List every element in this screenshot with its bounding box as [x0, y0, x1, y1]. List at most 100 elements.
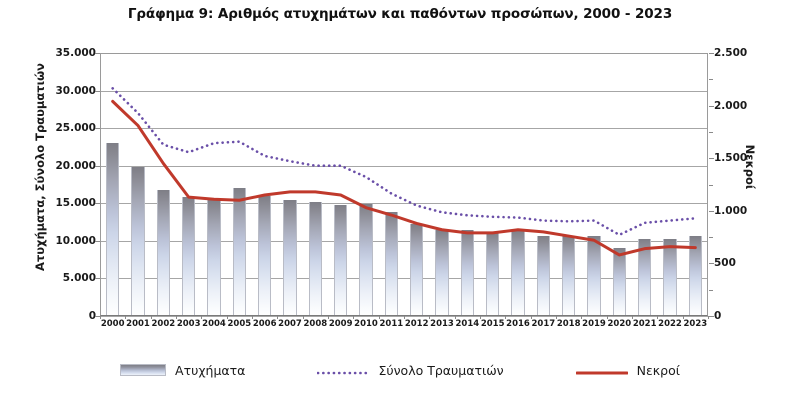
x-tick-label: 2003 [176, 319, 201, 329]
bar [258, 195, 272, 316]
y-tick-label-right: 500 [714, 257, 736, 270]
y-tick-label-left: 10.000 [55, 234, 96, 247]
gridline [100, 91, 708, 92]
y-axis-tickmarks-right [708, 53, 714, 317]
bar [156, 189, 170, 316]
bar [131, 167, 145, 316]
y-axis-tick-labels-left: 0 5.000 10.000 15.000 20.000 25.000 30.000 35.0… [52, 48, 96, 322]
x-tickmark [581, 316, 582, 319]
x-tick-label: 2015 [480, 319, 505, 329]
legend-item-synolo-travmation[interactable]: Σύνολο Τραυματιών [317, 363, 504, 378]
x-tick-label: 2000 [100, 319, 125, 329]
x-tickmark [429, 316, 430, 319]
bar [460, 230, 474, 316]
x-tick-label: 2014 [455, 319, 480, 329]
line-nekroi [111, 99, 697, 257]
y-tickmark-left [95, 278, 100, 279]
x-tick-label: 2010 [354, 319, 378, 329]
y-tickmark-right [709, 158, 714, 159]
bar [486, 231, 500, 316]
x-tickmark [607, 316, 608, 319]
bar [612, 248, 626, 316]
x-tick-label: 2007 [278, 319, 302, 329]
y-tick-label-right: 1.500 [714, 152, 748, 165]
bar-swatch-icon [120, 364, 167, 376]
x-tick-label: 2018 [556, 319, 581, 329]
legend-item-nekroi[interactable]: Νεκροί [575, 363, 680, 378]
line-synolo-travmation [111, 87, 697, 237]
x-tick-label: 2013 [430, 319, 454, 329]
bar [334, 204, 348, 316]
x-tick-label: 2020 [607, 319, 632, 329]
x-tickmark [328, 316, 329, 319]
y-tick-label-right: 1.000 [714, 204, 748, 217]
y-tickmark-left [95, 166, 100, 167]
solid-line-swatch-icon [575, 364, 629, 376]
gridline [100, 241, 708, 242]
x-tickmark [303, 316, 304, 319]
x-tick-label: 2021 [632, 319, 657, 329]
y-tick-label-left: 0 [88, 310, 96, 322]
y-minor-tickmark-right [709, 185, 713, 186]
bar [308, 201, 322, 316]
y-tick-label-left: 30.000 [55, 84, 96, 97]
x-tickmark [480, 316, 481, 319]
x-tickmark [176, 316, 177, 319]
x-tickmark [227, 316, 228, 319]
y-tickmark-right [709, 263, 714, 264]
bar [283, 199, 297, 316]
bar [536, 236, 550, 316]
y-tickmark-left [95, 316, 100, 317]
x-tickmark [252, 316, 253, 319]
dotted-line-swatch-icon [317, 364, 370, 376]
bar [511, 230, 525, 316]
y-tickmark-left [95, 91, 100, 92]
legend-label-atyximata: Ατυχήματα [175, 362, 246, 378]
x-tick-label: 2002 [151, 319, 176, 329]
y-minor-tickmark-right [709, 290, 713, 291]
line-series-layer [111, 87, 697, 257]
x-axis-tick-labels: 2000 2001 2002 2003 2004 2005 2006 2007 2008 2009… [100, 319, 708, 335]
bar [562, 235, 576, 316]
bar [384, 211, 398, 316]
legend-item-atyximata[interactable]: Ατυχήματα [120, 363, 245, 378]
y-tickmark-right [709, 211, 714, 212]
y-tick-label-left: 35.000 [55, 47, 96, 59]
y-tick-label-right: 2.500 [714, 47, 748, 59]
x-axis-tickmarks [100, 316, 709, 320]
x-tick-label: 2019 [582, 319, 606, 329]
x-tick-label: 2006 [252, 319, 277, 329]
x-tickmark [201, 316, 202, 319]
y-tickmark-left [95, 241, 100, 242]
x-tickmark [556, 316, 557, 319]
x-tickmark [277, 316, 278, 319]
bar-series-atyximata [100, 53, 708, 316]
x-tick-label: 2004 [202, 319, 226, 329]
gridline [100, 128, 708, 129]
plot-area [100, 53, 708, 317]
x-tickmark [505, 316, 506, 319]
x-tickmark [151, 316, 152, 319]
x-tickmark [632, 316, 633, 319]
y-axis-tickmarks-left [95, 53, 101, 317]
chart-legend: Ατυχήματα Σύνολο Τραυματιών Νεκροί [0, 355, 800, 385]
bar [638, 238, 652, 316]
y-minor-tickmark-right [709, 132, 713, 133]
bar [359, 204, 373, 316]
x-tickmark [379, 316, 380, 319]
x-tick-label: 2009 [328, 319, 353, 329]
plot-frame [100, 53, 708, 316]
y-tickmark-left [95, 203, 100, 204]
chart-title: Γράφημα 9: Αριθμός ατυχημάτων και παθόντ… [127, 6, 673, 22]
x-tick-label: 2017 [531, 319, 556, 329]
y-tick-label-left: 20.000 [55, 159, 96, 172]
bar [232, 188, 246, 316]
y-axis-tick-labels-right: 0 500 1.000 1.500 2.000 2.500 [714, 48, 760, 322]
x-tick-label: 2001 [126, 319, 150, 329]
gridline [100, 203, 708, 204]
y-minor-tickmark-right [709, 237, 713, 238]
y-axis-title-left: Ατυχήματα, Σύνολο Τραυματιών [33, 63, 47, 271]
bar [435, 229, 449, 316]
y-tick-label-left: 15.000 [55, 197, 96, 210]
